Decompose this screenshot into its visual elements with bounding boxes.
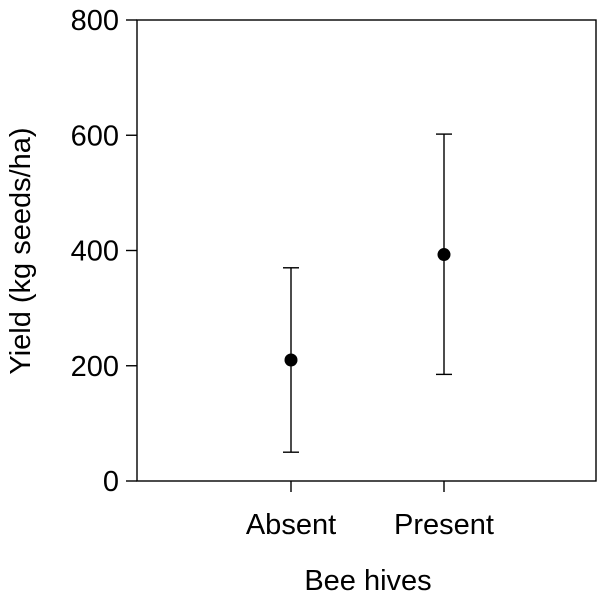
y-axis-title: Yield (kg seeds/ha) [5, 127, 37, 374]
y-tick-label: 0 [103, 466, 119, 498]
x-tick-label: Absent [246, 509, 336, 541]
x-tick-label: Present [394, 509, 494, 541]
plot-frame [136, 19, 597, 482]
y-tick-label: 200 [71, 351, 119, 383]
y-tick-label: 600 [71, 120, 119, 152]
plot-area: 0 200 400 600 800 Absent Present [71, 5, 597, 541]
data-point [437, 248, 451, 262]
y-tick-label: 800 [71, 5, 119, 37]
data-point [284, 353, 298, 367]
y-tick-label: 400 [71, 236, 119, 268]
x-axis-title: Bee hives [304, 565, 431, 597]
